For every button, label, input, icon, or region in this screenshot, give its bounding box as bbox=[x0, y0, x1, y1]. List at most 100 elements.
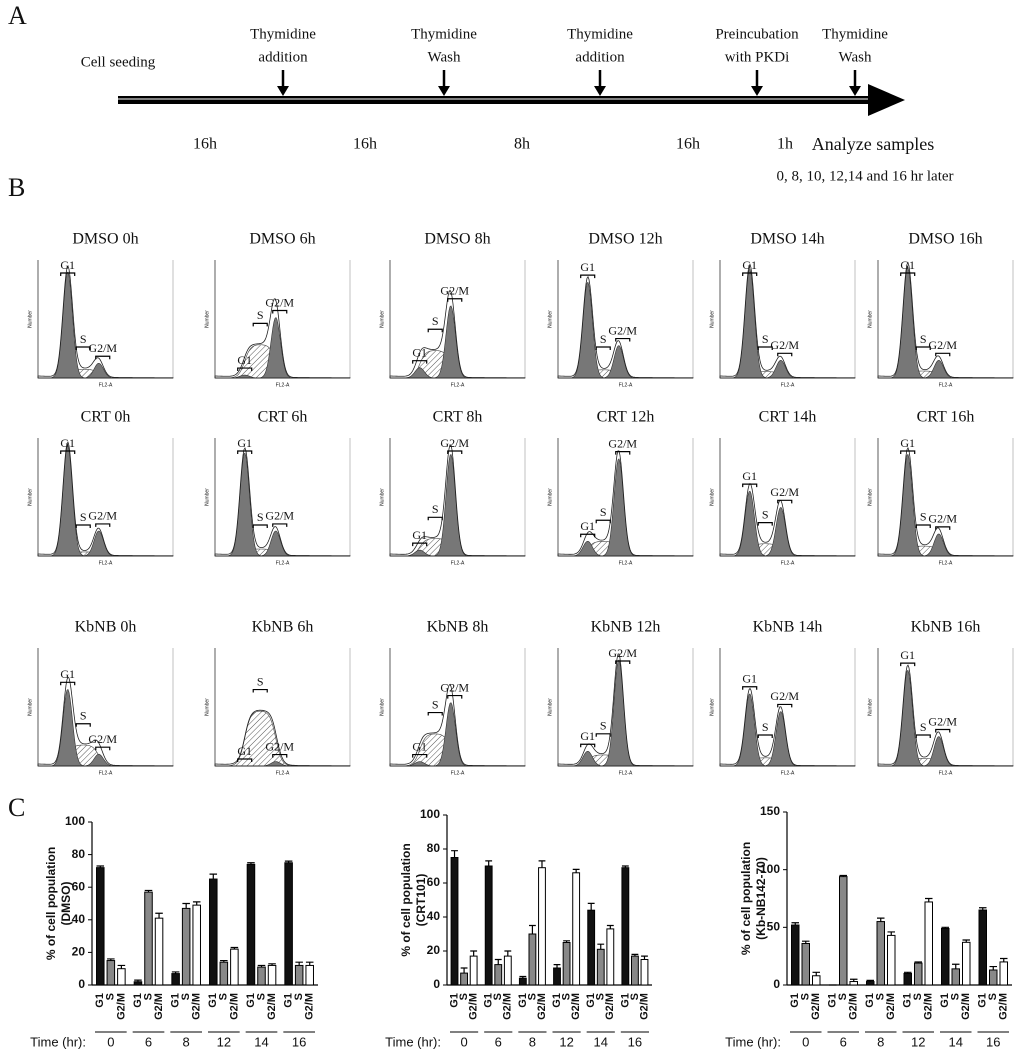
phase-bracket bbox=[777, 352, 793, 357]
bar-label: G2/M bbox=[998, 993, 1010, 1020]
error-bar bbox=[134, 979, 142, 982]
error-bar bbox=[485, 860, 493, 866]
bar-label: G2/M bbox=[191, 993, 203, 1020]
plot-title: DMSO 0h bbox=[72, 231, 138, 248]
axis-title: FL2-A bbox=[451, 770, 465, 776]
timeline-head bbox=[868, 84, 905, 116]
bar-label: S bbox=[255, 993, 267, 1000]
phase-bracket bbox=[900, 272, 916, 276]
plot-title: DMSO 14h bbox=[750, 231, 824, 248]
phase-label: S bbox=[920, 510, 927, 524]
bar bbox=[866, 981, 875, 986]
group-label: 12 bbox=[217, 1034, 231, 1049]
error-bar bbox=[460, 967, 468, 974]
bar bbox=[587, 909, 596, 986]
bar bbox=[144, 891, 153, 986]
event-arrow-head bbox=[438, 86, 450, 96]
axis-title: FL2-A bbox=[939, 560, 953, 566]
y-axis-title: (CRT101) bbox=[414, 874, 428, 927]
error-bar bbox=[866, 979, 874, 982]
event-arrow-head bbox=[277, 86, 289, 96]
phase-bracket bbox=[915, 734, 931, 738]
error-bar bbox=[621, 865, 629, 868]
event-label: addition bbox=[258, 49, 308, 65]
bar-label: G2/M bbox=[604, 993, 616, 1020]
y-tick-label: 60 bbox=[427, 875, 441, 889]
axis-title: FL2-A bbox=[276, 382, 290, 388]
phase-label: G1 bbox=[900, 436, 915, 450]
phase-label: S bbox=[257, 308, 264, 322]
group-label: 14 bbox=[254, 1034, 268, 1049]
bar-label: G1 bbox=[245, 993, 257, 1008]
event-label: addition bbox=[575, 49, 625, 65]
bar bbox=[876, 921, 885, 986]
phase-label: G2/M bbox=[265, 295, 294, 309]
histogram-outline bbox=[557, 450, 694, 557]
group-label: 14 bbox=[949, 1034, 963, 1049]
phase-bracket bbox=[580, 533, 596, 538]
bar bbox=[903, 972, 912, 986]
phase-bracket bbox=[237, 367, 253, 372]
bar bbox=[606, 928, 615, 986]
bar-label: S bbox=[142, 993, 154, 1000]
bar-label: G2/M bbox=[266, 993, 278, 1020]
phase-bracket bbox=[935, 352, 951, 357]
phase-bracket bbox=[252, 524, 268, 528]
bar bbox=[999, 961, 1008, 986]
phase-bracket bbox=[595, 519, 611, 524]
x-axis-title: Time (hr): bbox=[725, 1034, 781, 1049]
phase-bracket bbox=[95, 746, 111, 751]
phase-bracket bbox=[742, 483, 758, 488]
phase-bracket bbox=[412, 753, 428, 758]
histogram-outline bbox=[877, 447, 1014, 557]
event-label: Cell seeding bbox=[81, 54, 156, 70]
phase-label: G2/M bbox=[440, 436, 469, 450]
histogram-outline bbox=[719, 482, 856, 557]
error-bar bbox=[192, 901, 201, 906]
plot-title: CRT 14h bbox=[759, 409, 817, 426]
bar-label: S bbox=[800, 993, 812, 1000]
histogram-outline bbox=[214, 298, 351, 379]
phase-bracket bbox=[427, 516, 443, 521]
axis-title: FL2-A bbox=[99, 382, 113, 388]
bar bbox=[812, 975, 821, 986]
error-bar bbox=[887, 931, 895, 936]
bar bbox=[914, 962, 923, 986]
bar-label: S bbox=[987, 993, 999, 1000]
bar bbox=[621, 867, 630, 986]
phase-label: G2/M bbox=[770, 485, 799, 499]
bar-label: G1 bbox=[94, 993, 106, 1008]
error-bar bbox=[295, 961, 303, 966]
phase-label: G1 bbox=[580, 729, 595, 743]
phase-label: G1 bbox=[237, 436, 252, 450]
bar bbox=[791, 924, 800, 986]
x-axis-title: Time (hr): bbox=[385, 1034, 441, 1049]
axis-title: FL2-A bbox=[939, 382, 953, 388]
bar bbox=[887, 934, 896, 986]
bar-label: S bbox=[595, 993, 607, 1000]
histogram-outline bbox=[389, 289, 526, 379]
bar bbox=[133, 981, 143, 986]
error-bar bbox=[504, 950, 512, 957]
bar bbox=[494, 964, 503, 986]
phase-label: S bbox=[762, 507, 769, 521]
analyze-label: Analyze samples bbox=[812, 134, 934, 154]
y-axis-title: (DMSO) bbox=[59, 882, 73, 926]
histogram-outline bbox=[389, 444, 526, 557]
error-bar bbox=[257, 964, 266, 968]
error-bar bbox=[606, 924, 614, 929]
bar-label: G2/M bbox=[638, 993, 650, 1020]
phase-bracket bbox=[427, 328, 443, 333]
error-bar bbox=[305, 961, 314, 966]
phase-label: S bbox=[432, 697, 439, 711]
bar-label: G1 bbox=[207, 993, 219, 1008]
bar-label: G2/M bbox=[960, 993, 972, 1020]
error-bar bbox=[962, 939, 970, 943]
group-label: 16 bbox=[628, 1034, 642, 1049]
phase-label: S bbox=[920, 332, 927, 346]
histogram-outline bbox=[37, 676, 174, 767]
bar-label: S bbox=[560, 993, 572, 1000]
phase-bracket bbox=[580, 274, 596, 279]
phase-bracket bbox=[447, 298, 463, 302]
